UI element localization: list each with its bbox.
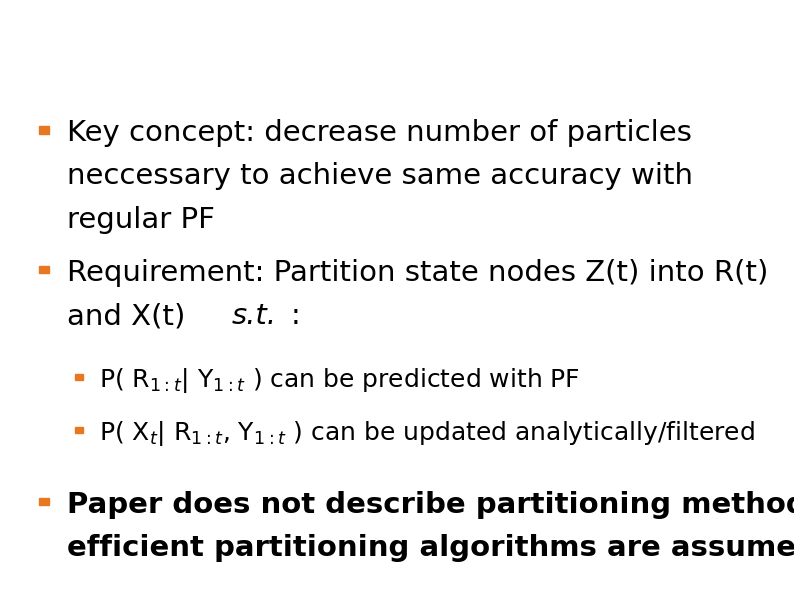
Text: P( R$_{1:t}$| Y$_{1:t}$ ) can be predicted with PF: P( R$_{1:t}$| Y$_{1:t}$ ) can be predict…	[99, 366, 580, 395]
FancyBboxPatch shape	[38, 265, 48, 274]
Text: Paper does not describe partitioning methods,: Paper does not describe partitioning met…	[67, 491, 794, 519]
Text: s.t.: s.t.	[232, 302, 277, 330]
FancyBboxPatch shape	[38, 126, 48, 133]
Text: and X(t): and X(t)	[67, 302, 195, 330]
FancyBboxPatch shape	[75, 427, 83, 433]
Text: neccessary to achieve same accuracy with: neccessary to achieve same accuracy with	[67, 162, 693, 190]
Text: efficient partitioning algorithms are assumed: efficient partitioning algorithms are as…	[67, 534, 794, 562]
FancyBboxPatch shape	[38, 497, 48, 506]
Text: regular PF: regular PF	[67, 206, 215, 234]
Text: :: :	[291, 302, 300, 330]
Text: Key concept: decrease number of particles: Key concept: decrease number of particle…	[67, 119, 692, 147]
FancyBboxPatch shape	[75, 374, 83, 380]
Text: P( X$_{t}$| R$_{1:t}$, Y$_{1:t}$ ) can be updated analytically/filtered: P( X$_{t}$| R$_{1:t}$, Y$_{1:t}$ ) can b…	[99, 419, 755, 449]
Text: Requirement: Partition state nodes Z(t) into R(t): Requirement: Partition state nodes Z(t) …	[67, 259, 769, 287]
